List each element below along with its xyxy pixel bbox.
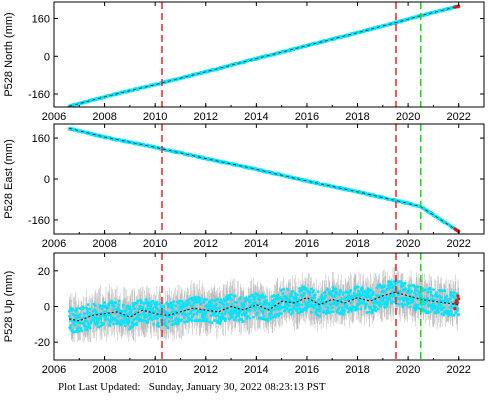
x-tick-label: 2014 xyxy=(244,364,268,376)
series-points xyxy=(67,126,461,233)
x-tick-label: 2006 xyxy=(42,238,66,250)
plot-frame xyxy=(53,1,485,108)
plot-updated-footer: Plot Last Updated: Sunday, January 30, 2… xyxy=(58,381,326,393)
recent-point xyxy=(456,294,460,298)
panel-2: 2006 2008 2010 2012 2014 2016 2018 2020 2022 -160… xyxy=(3,123,485,250)
x-tick-label: 2010 xyxy=(143,238,167,250)
x-tick-label: 2020 xyxy=(396,364,420,376)
y-tick-label: -160 xyxy=(28,215,50,227)
x-tick-label: 2018 xyxy=(345,111,369,123)
data-layer xyxy=(67,263,461,343)
x-tick-label: 2006 xyxy=(42,111,66,123)
recent-point xyxy=(453,227,457,231)
x-tick-label: 2016 xyxy=(295,364,319,376)
y-axis-label: P528 Up (mm) xyxy=(3,271,15,343)
y-tick-label: 20 xyxy=(38,266,50,278)
y-axis-label: P528 East (mm) xyxy=(3,139,15,218)
footer-label: Plot Last Updated: xyxy=(58,381,141,393)
x-tick-label: 2022 xyxy=(446,364,470,376)
recent-point xyxy=(457,297,461,301)
y-tick-label: -160 xyxy=(28,89,50,101)
y-tick-label: 0 xyxy=(44,174,50,186)
x-tick-label: 2022 xyxy=(446,238,470,250)
y-tick-label: 160 xyxy=(32,133,50,145)
x-tick-label: 2016 xyxy=(295,238,319,250)
x-tick-label: 2022 xyxy=(446,111,470,123)
footer-timestamp: Sunday, January 30, 2022 08:23:13 PST xyxy=(148,381,326,393)
recent-point xyxy=(454,301,458,305)
data-layer xyxy=(67,126,461,234)
x-tick-label: 2020 xyxy=(396,238,420,250)
x-tick-label: 2012 xyxy=(194,238,218,250)
y-tick-label: 0 xyxy=(44,302,50,314)
model-fit-line xyxy=(69,5,459,107)
series-points xyxy=(67,278,461,334)
x-tick-label: 2012 xyxy=(194,364,218,376)
y-tick-label: 0 xyxy=(44,51,50,63)
x-tick-label: 2014 xyxy=(244,238,268,250)
x-tick-label: 2008 xyxy=(92,238,116,250)
series-points xyxy=(67,4,461,107)
panel-1: 2006 2008 2010 2012 2014 2016 2018 2020 2022 -160… xyxy=(3,1,485,123)
recent-point xyxy=(453,307,457,311)
y-tick-label: 160 xyxy=(32,14,50,26)
x-tick-label: 2006 xyxy=(42,364,66,376)
x-tick-label: 2018 xyxy=(345,238,369,250)
y-axis-label: P528 North (mm) xyxy=(3,12,15,96)
x-tick-label: 2016 xyxy=(295,111,319,123)
x-tick-label: 2008 xyxy=(92,364,116,376)
x-tick-label: 2020 xyxy=(396,111,420,123)
y-tick-label: -20 xyxy=(34,337,50,349)
x-tick-label: 2008 xyxy=(92,111,116,123)
x-tick-label: 2012 xyxy=(194,111,218,123)
recent-point xyxy=(454,299,459,303)
model-fit-line xyxy=(69,291,459,322)
x-tick-label: 2010 xyxy=(143,111,167,123)
data-layer xyxy=(67,4,461,107)
model-fit-line xyxy=(69,127,459,232)
x-tick-label: 2018 xyxy=(345,364,369,376)
panel-3: 2006 2008 2010 2012 2014 2016 2018 2020 2022 -20 0… xyxy=(3,252,485,376)
x-tick-label: 2014 xyxy=(244,111,268,123)
recent-point xyxy=(453,5,457,9)
x-tick-label: 2010 xyxy=(143,364,167,376)
